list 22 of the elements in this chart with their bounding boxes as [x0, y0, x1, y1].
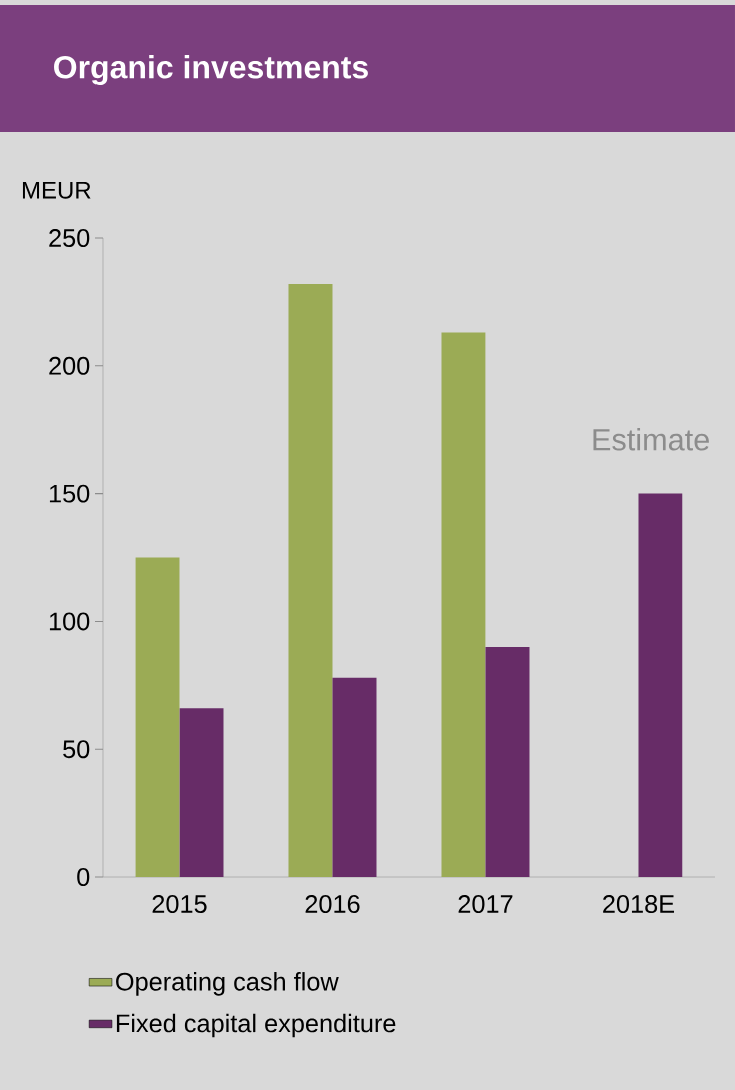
y-axis-title: MEUR	[22, 181, 91, 199]
bar	[135, 557, 180, 878]
legend-label: Fixed capital expenditure	[116, 1013, 396, 1038]
x-tick-label: 2018E	[603, 895, 675, 913]
x-tick-label: 2016	[305, 895, 360, 913]
bar	[179, 708, 224, 878]
y-tick-label: 100	[49, 612, 90, 631]
bar	[288, 284, 333, 878]
bar	[441, 332, 486, 878]
chart-title: Organic investments	[54, 55, 368, 85]
y-tick-label: 250	[49, 229, 90, 247]
x-tick-label: 2015	[152, 895, 207, 913]
y-tick-label: 0	[77, 868, 90, 886]
y-tick-label: 50	[63, 740, 90, 759]
y-tick-label: 200	[49, 356, 90, 375]
annotation: Estimate	[593, 428, 709, 451]
y-tick-label: 150	[49, 484, 90, 503]
x-tick-label: 2017	[458, 895, 513, 913]
bar	[332, 677, 377, 878]
bar	[485, 646, 530, 878]
bar	[638, 493, 683, 878]
legend-label: Operating cash flow	[116, 972, 339, 996]
